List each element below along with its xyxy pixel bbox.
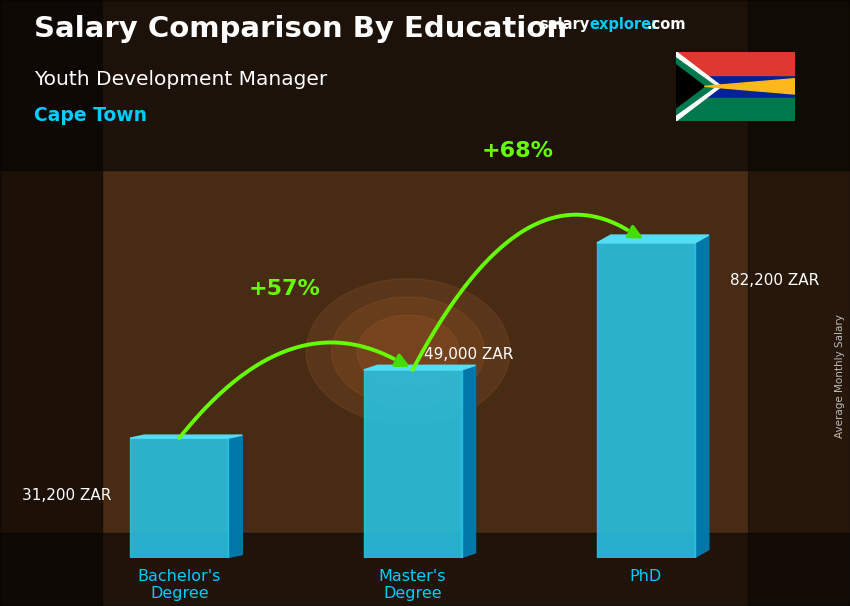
Text: 49,000 ZAR: 49,000 ZAR [424,347,513,362]
Polygon shape [597,235,709,243]
Text: +68%: +68% [482,141,553,161]
Polygon shape [705,79,795,94]
Polygon shape [676,65,705,108]
Bar [676,52,795,75]
Bar [676,98,795,121]
Text: explorer: explorer [589,17,659,32]
Polygon shape [364,365,475,370]
Text: Average Monthly Salary: Average Monthly Salary [835,314,845,438]
Text: Youth Development Manager: Youth Development Manager [34,70,327,88]
Polygon shape [130,438,229,558]
Text: salary: salary [540,17,590,32]
Polygon shape [462,365,475,558]
Polygon shape [229,435,242,558]
Polygon shape [694,235,709,558]
Polygon shape [364,370,462,558]
Polygon shape [597,243,694,558]
Polygon shape [676,58,716,87]
Text: +57%: +57% [248,279,320,299]
Text: 31,200 ZAR: 31,200 ZAR [22,488,111,503]
Text: Cape Town: Cape Town [34,106,147,125]
Text: .com: .com [646,17,685,32]
Text: Salary Comparison By Education: Salary Comparison By Education [34,15,567,43]
Polygon shape [676,87,716,115]
Polygon shape [676,58,716,115]
Polygon shape [130,435,242,438]
Polygon shape [676,52,722,121]
Text: 82,200 ZAR: 82,200 ZAR [730,273,819,288]
